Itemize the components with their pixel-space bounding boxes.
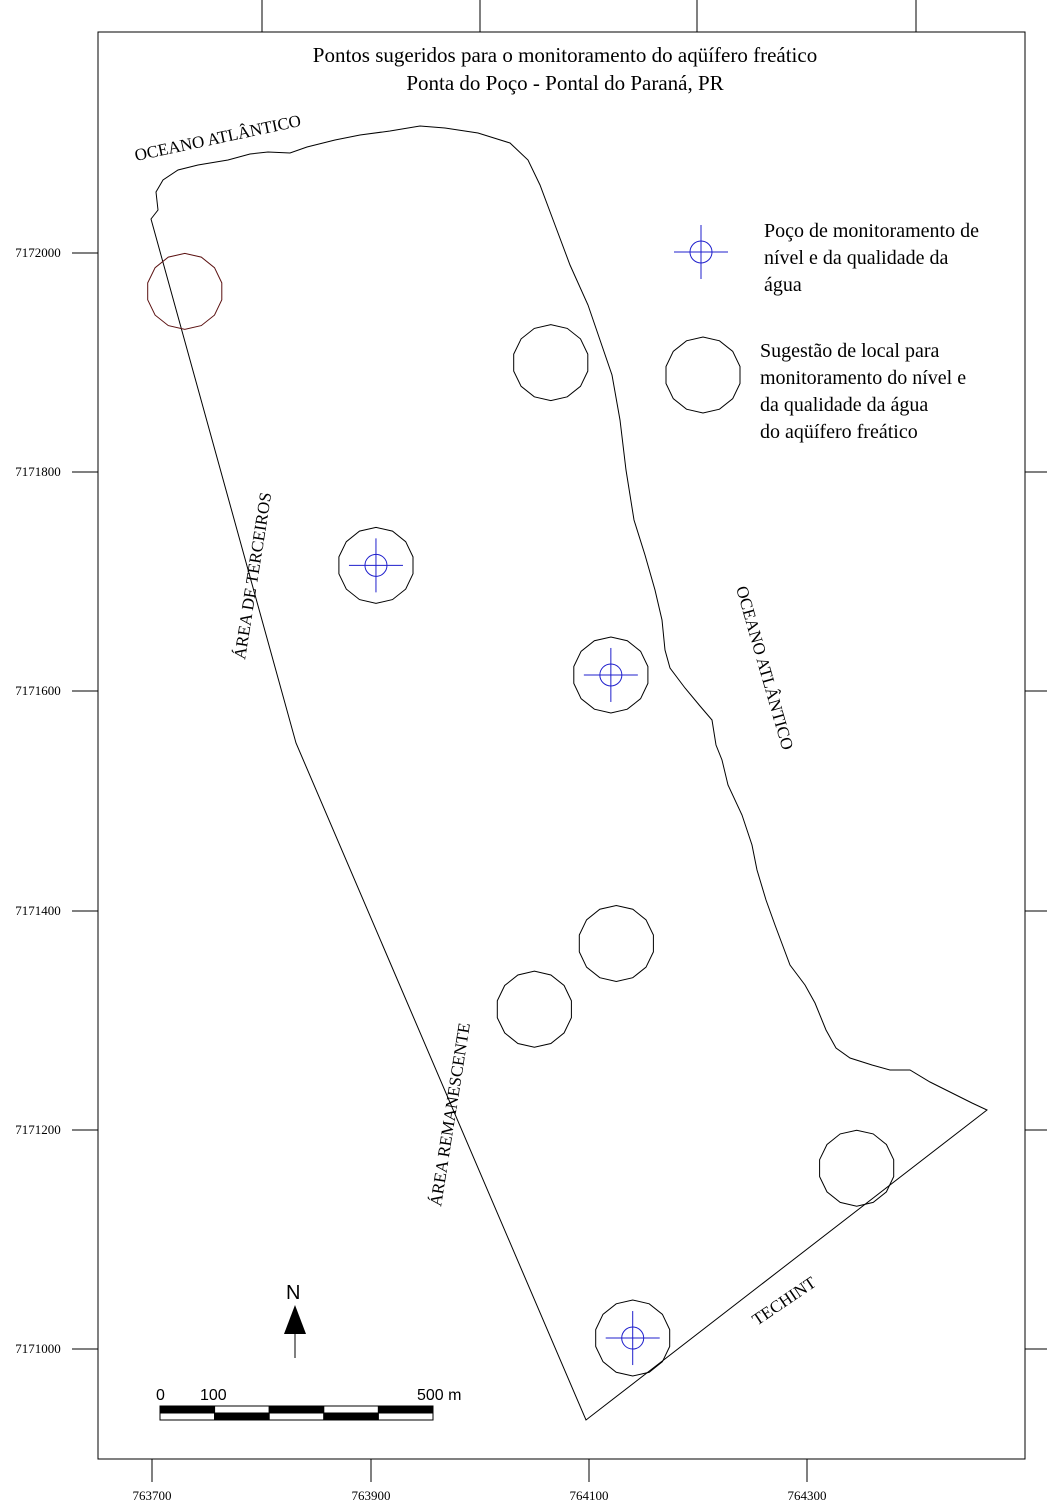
scale-bar-segment [268,1412,325,1421]
legend-well-line2: nível e da qualidade da [764,247,948,269]
monitoring-well-icon [348,538,403,593]
suggested-site-marker [595,1299,671,1377]
y-ticks-right [1025,471,1047,1350]
legend: Poço de monitoramento de nível e da qual… [665,220,979,443]
monitoring-well-icon [605,1311,660,1366]
wells-layer [348,538,660,1366]
suggested-site-marker [819,1129,895,1207]
suggested-site-marker [496,970,572,1048]
top-ticks [261,0,917,32]
monitoring-well-icon [674,225,728,279]
y-tick-label: 7172000 [15,245,61,260]
y-tick-label: 7171200 [15,1122,61,1137]
suggested-site-marker [147,252,223,330]
legend-well-icon [674,225,728,279]
label-terceiros: ÁREA DE TERCEIROS [230,491,275,661]
scale-bar-segment [159,1412,216,1421]
legend-well-line3: água [764,274,802,296]
scale-bar-segment [214,1412,270,1421]
label-ocean-north: OCEANO ATLÂNTICO [133,111,303,165]
scale-bar-segment [323,1405,379,1414]
suggested-site-marker [578,904,654,983]
label-techint: TECHINT [749,1273,820,1330]
label-ocean-east: OCEANO ATLÂNTICO [732,584,797,752]
suggested-site-marker [665,336,741,414]
suggested-site-marker [338,526,414,604]
x-ticks-bottom [151,1459,808,1482]
legend-site-line1: Sugestão de local para [760,340,939,362]
x-tick-label: 764300 [788,1488,827,1503]
legend-well-line1: Poço de monitoramento de [764,220,979,242]
y-tick-label: 7171400 [15,903,61,918]
legend-site-line3: da qualidade da água [760,394,928,416]
x-tick-label: 763900 [352,1488,391,1503]
monitoring-well-icon [583,647,638,702]
legend-site-line4: do aqüífero freático [760,421,918,443]
scale-bar: 0 100 500 m [156,1387,461,1421]
north-arrow-icon [284,1305,306,1334]
scale-bar-segment [214,1405,270,1414]
scale-bar-segment [159,1405,216,1414]
map-subtitle: Ponta do Poço - Pontal do Paraná, PR [406,71,723,95]
north-arrow: N [284,1282,306,1358]
scale-bar-segment [377,1405,434,1414]
label-remanescente: ÁREA REMANESCENTE [426,1021,474,1207]
y-tick-label: 7171600 [15,683,61,698]
x-tick-label: 763700 [133,1488,172,1503]
y-ticks-left [72,252,98,1350]
map-title: Pontos sugeridos para o monitoramento do… [313,43,817,67]
suggested-site-marker [573,636,649,714]
north-arrow-label: N [286,1282,300,1304]
scale-bar-segment [323,1412,379,1421]
y-tick-label: 7171000 [15,1341,61,1356]
y-tick-label: 7171800 [15,464,61,479]
x-tick-label: 764100 [570,1488,609,1503]
study-area-boundary [150,125,988,1421]
legend-site-line2: monitoramento do nível e [760,367,966,389]
scale-label-0: 0 [156,1387,165,1404]
scale-label-500: 500 m [417,1387,461,1404]
scale-bar-segment [268,1405,325,1414]
map-frame [97,31,1026,1460]
scale-bar-segment [377,1412,434,1421]
scale-label-100: 100 [200,1387,227,1404]
suggested-sites-layer [147,252,895,1377]
suggested-site-marker [513,324,589,402]
legend-site-icon [665,336,741,414]
